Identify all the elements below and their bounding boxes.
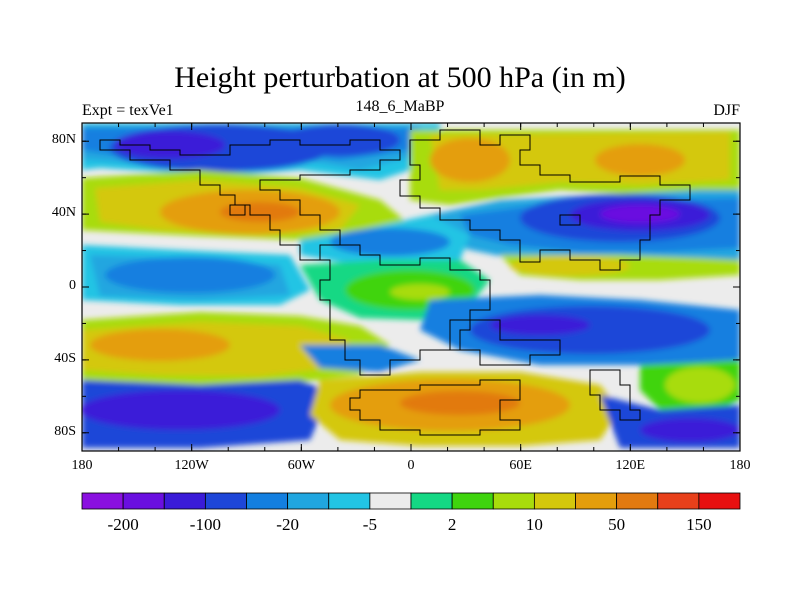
colorbar-swatch [410,492,453,510]
coastline [99,139,401,261]
x-tick-label: 0 [407,458,415,473]
colorbar-swatch [246,492,289,510]
colorbar-label: -200 [107,515,139,534]
y-tick-label: 40N [51,205,76,221]
colorbar-label: -20 [276,515,299,534]
coastline-layer [99,129,691,436]
coastline [349,379,521,436]
field-region [400,391,520,415]
colorbar-swatch [451,492,494,510]
field-region [430,138,510,182]
y-tick-label: 80S [54,423,76,439]
colorbar-swatch [122,492,165,510]
y-tick-label: 80N [51,132,76,148]
colorbar-label: 150 [686,515,712,534]
colorbar-swatch [657,492,700,510]
colorbar-swatch [575,492,618,510]
x-tick-label: 60E [509,458,532,473]
field-region [490,315,590,335]
field-region [105,257,275,293]
x-tick-label: 120W [174,458,209,473]
colorbar-swatch [698,492,741,510]
colorbar-swatch [163,492,206,510]
colorbar-swatch [616,492,659,510]
experiment-label: Expt = texVe1 [82,102,174,119]
coastline [589,369,641,421]
field-region [115,131,225,159]
field-region [330,228,450,256]
colorbar-label: 2 [447,515,457,534]
field-region [665,367,735,403]
colorbar-label: 10 [525,515,543,534]
y-tick-label: 0 [69,278,76,293]
colorbar-swatch [81,492,124,510]
colorbar-swatch [204,492,247,510]
coastline [399,129,691,271]
x-tick-label: 120E [615,458,646,473]
field-layer [82,123,740,451]
coastline [229,204,246,216]
field-region [640,418,740,442]
colorbar-swatch [287,492,330,510]
field-region [90,329,230,361]
colorbar-swatch [533,492,576,510]
colorbar-swatch [369,492,412,510]
colorbar-label: 50 [608,515,626,534]
field-region [82,390,280,430]
colorbar [81,492,741,510]
coastline [449,319,561,366]
coastline [559,214,581,226]
colorbar-label: -5 [362,515,377,534]
colorbar-label: -100 [189,515,221,534]
chart-title: Height perturbation at 500 hPa (in m) [174,61,626,94]
axis-ticks [81,123,741,451]
field-region [220,202,300,222]
y-tick-label: 40S [54,350,76,366]
colorbar-swatch [492,492,535,510]
field-region [595,144,685,176]
field-region [280,124,400,156]
season-label: DJF [713,102,740,119]
period-label: 148_6_MaBP [355,98,445,115]
field-region [600,205,680,223]
x-tick-label: 60W [287,458,315,473]
colorbar-swatch [328,492,371,510]
x-tick-label: 180 [71,458,93,473]
field-region [390,284,450,300]
x-tick-label: 180 [729,458,751,473]
